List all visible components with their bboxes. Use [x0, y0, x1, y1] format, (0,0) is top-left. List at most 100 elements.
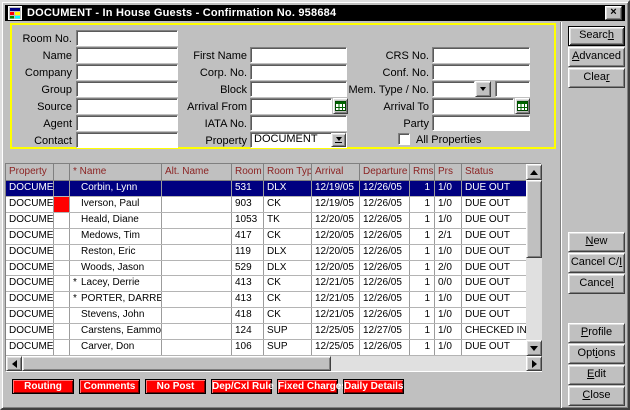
table-horizontal-scrollbar[interactable]	[6, 356, 542, 371]
cell-room-type: SUP	[264, 340, 312, 355]
table-vertical-scrollbar[interactable]	[526, 164, 542, 356]
cell-rms: 1	[410, 212, 435, 228]
table-row[interactable]: DOCUME Stevens, John 418 CK 12/21/05 12/…	[6, 308, 526, 325]
table-row[interactable]: DOCUME Carstens, Eammon 124 SUP 12/25/05…	[6, 324, 526, 341]
cell-property: DOCUME	[6, 212, 54, 228]
cell-name: Iverson, Paul	[70, 196, 162, 212]
first-name-input[interactable]	[250, 47, 347, 63]
cell-property: DOCUME	[6, 308, 54, 324]
mem-type-input[interactable]	[432, 81, 475, 97]
vertical-scroll-thumb[interactable]	[526, 180, 542, 258]
horizontal-scroll-thumb[interactable]	[22, 356, 331, 371]
room-no-label: Room No.	[22, 33, 72, 45]
mem-no-input[interactable]	[495, 81, 530, 97]
table-row[interactable]: DOCUME Heald, Diane 1053 TK 12/20/05 12/…	[6, 212, 526, 229]
conf-no-input[interactable]	[432, 64, 530, 80]
cell-prs: 1/0	[435, 244, 462, 260]
block-input[interactable]	[250, 81, 347, 97]
guests-table: Property * Name Alt. Name Room Room Type…	[5, 163, 542, 372]
clear-button[interactable]: Clear	[568, 68, 625, 88]
cancel-button[interactable]: Cancel	[568, 274, 625, 294]
cell-name: Medows, Tim	[70, 228, 162, 244]
close-button[interactable]: Close	[568, 386, 625, 406]
cancel-ci-button[interactable]: Cancel C/I	[568, 253, 625, 273]
arrival-from-input[interactable]	[250, 98, 332, 114]
cell-prs: 2/1	[435, 228, 462, 244]
all-properties-checkbox[interactable]	[398, 133, 410, 145]
cell-property: DOCUME	[6, 244, 54, 260]
iata-no-label: IATA No.	[204, 118, 247, 130]
vip-star	[73, 182, 81, 196]
cell-flag	[54, 340, 70, 355]
col-header-rms: Rms	[410, 164, 435, 180]
contact-input[interactable]	[76, 132, 178, 148]
table-row[interactable]: DOCUME Carver, Don 106 SUP 12/25/05 12/2…	[6, 340, 526, 356]
party-input[interactable]	[432, 115, 530, 131]
scroll-up-button[interactable]	[526, 164, 542, 180]
col-header-prs: Prs	[435, 164, 462, 180]
cell-property: DOCUME	[6, 196, 54, 212]
corp-no-input[interactable]	[250, 64, 347, 80]
block-label: Block	[220, 84, 247, 96]
new-button[interactable]: New	[568, 232, 625, 252]
cell-room-type: CK	[264, 292, 312, 308]
dep-cxl-rule-lamp-button[interactable]: Dep/Cxl Rule	[211, 379, 274, 394]
arrival-to-calendar-button[interactable]	[515, 98, 530, 114]
profile-button[interactable]: Profile	[568, 323, 625, 343]
scroll-right-button[interactable]	[526, 356, 542, 371]
name-input[interactable]	[76, 47, 178, 63]
no-post-lamp-button[interactable]: No Post	[145, 379, 206, 394]
close-window-button[interactable]: ×	[605, 6, 622, 20]
cell-property: DOCUME	[6, 340, 54, 355]
property-dropdown-icon[interactable]	[331, 133, 346, 147]
company-input[interactable]	[76, 64, 178, 80]
property-select[interactable]: DOCUMENT	[250, 132, 347, 148]
table-row[interactable]: DOCUME Corbin, Lynn 531 DLX 12/19/05 12/…	[6, 181, 526, 197]
mem-type-dropdown[interactable]	[475, 81, 491, 97]
source-input[interactable]	[76, 98, 178, 114]
room-no-input[interactable]	[76, 30, 178, 46]
col-header-room-type: Room Type	[264, 164, 312, 180]
cell-alt-name	[162, 244, 232, 260]
calendar-icon	[517, 101, 528, 111]
scroll-left-button[interactable]	[6, 356, 22, 371]
cell-status: DUE OUT	[465, 277, 510, 289]
options-button[interactable]: Options	[568, 344, 625, 364]
iata-no-input[interactable]	[250, 115, 347, 131]
table-row[interactable]: DOCUME Iverson, Paul 903 CK 12/19/05 12/…	[6, 196, 526, 213]
table-row[interactable]: DOCUME * Lacey, Derrie 413 CK 12/21/05 12…	[6, 276, 526, 293]
cell-name: Corbin, Lynn	[70, 181, 162, 196]
cell-status: DUE OUT	[465, 293, 510, 305]
edit-button[interactable]: Edit	[568, 365, 625, 385]
table-row[interactable]: DOCUME Medows, Tim 417 CK 12/20/05 12/26…	[6, 228, 526, 245]
table-row[interactable]: DOCUME Woods, Jason 529 DLX 12/20/05 12/…	[6, 260, 526, 277]
group-input[interactable]	[76, 81, 178, 97]
comments-lamp-button[interactable]: Comments	[79, 379, 140, 394]
crs-no-input[interactable]	[432, 47, 530, 63]
table-row[interactable]: DOCUME * PORTER, DARREL 413 CK 12/21/05 1…	[6, 292, 526, 309]
scroll-down-button[interactable]	[526, 340, 542, 356]
cell-rms: 1	[410, 181, 435, 196]
col-header-status: Status	[465, 166, 494, 177]
vip-star	[73, 214, 81, 228]
routing-lamp-button[interactable]: Routing	[12, 379, 74, 394]
all-properties-label: All Properties	[416, 134, 482, 146]
agent-input[interactable]	[76, 115, 178, 131]
daily-details-lamp-button[interactable]: Daily Details	[343, 379, 404, 394]
cell-flag	[54, 292, 70, 308]
cell-arrival: 12/21/05	[312, 292, 360, 308]
cell-rms: 1	[410, 228, 435, 244]
arrival-to-label: Arrival To	[383, 101, 429, 113]
cell-flag	[54, 260, 70, 276]
search-button[interactable]: Search	[568, 26, 625, 46]
arrival-from-calendar-button[interactable]	[333, 98, 348, 114]
fixed-charges-lamp-button[interactable]: Fixed Charges	[277, 379, 347, 394]
cell-alt-name	[162, 260, 232, 276]
vip-star: *	[73, 293, 77, 305]
table-row[interactable]: DOCUME Reston, Eric 119 DLX 12/20/05 12/…	[6, 244, 526, 261]
arrival-to-input[interactable]	[432, 98, 514, 114]
titlebar: DOCUMENT - In House Guests - Confirmatio…	[5, 5, 625, 21]
cell-arrival: 12/19/05	[312, 196, 360, 212]
col-header-arrival: Arrival	[312, 164, 360, 180]
advanced-button[interactable]: Advanced	[568, 47, 625, 67]
